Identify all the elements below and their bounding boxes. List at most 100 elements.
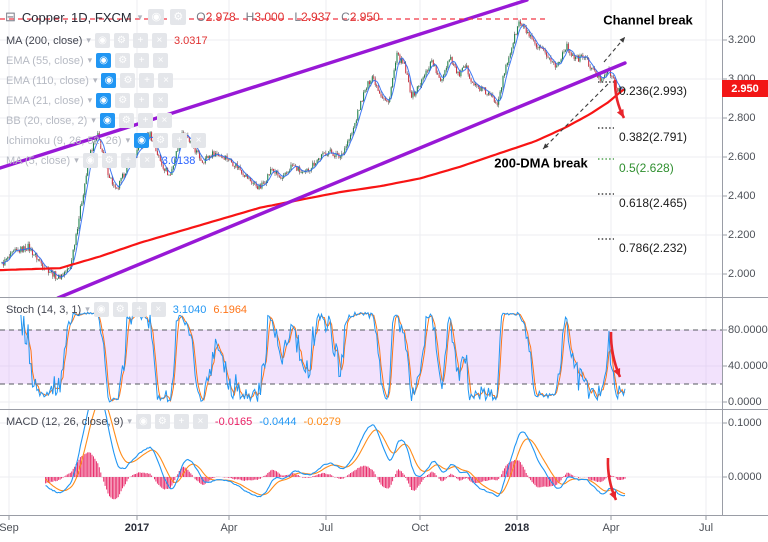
gear-icon[interactable]: ⚙ (120, 73, 136, 88)
chevron-down-icon[interactable]: ▾ (85, 304, 90, 314)
channel-upper-line[interactable] (0, 0, 529, 170)
price-axis-label: 2.800 (728, 112, 756, 124)
gear-icon[interactable]: ⚙ (153, 133, 169, 148)
eye-icon[interactable]: ◉ (96, 93, 112, 108)
close-icon[interactable]: × (156, 113, 172, 128)
channel-lower-line[interactable] (56, 61, 627, 298)
price-pane[interactable] (0, 0, 627, 298)
eye-icon[interactable]: ◉ (82, 153, 98, 168)
gear-icon[interactable]: ⚙ (115, 53, 131, 68)
macd-line[interactable] (45, 389, 626, 498)
legend-value: -0.0279 (303, 415, 341, 428)
dashed-arrow-1[interactable] (542, 83, 609, 150)
fib-level-label[interactable]: 0.5(2.628) (619, 161, 674, 175)
chevron-down-icon[interactable]: ▾ (137, 11, 143, 22)
close-icon[interactable]: × (158, 73, 174, 88)
chevron-down-icon[interactable]: ▾ (91, 115, 96, 125)
legend-label[interactable]: EMA (110, close) (6, 74, 89, 87)
legend-label[interactable]: MA (5, close) (6, 154, 71, 167)
eye-icon[interactable]: ◉ (101, 73, 117, 88)
legend-row: Stoch (14, 3, 1) ▾ ◉ ⚙ + × 3.1040 6.1964 (6, 302, 247, 317)
fib-level-label[interactable]: 0.786(2.232) (619, 241, 688, 255)
legend-value: -0.0444 (259, 415, 297, 428)
close-icon[interactable]: × (153, 53, 169, 68)
fib-level-label[interactable]: 0.236(2.993) (619, 84, 688, 98)
chevron-down-icon[interactable]: ▾ (92, 75, 98, 85)
gear-icon[interactable]: ⚙ (113, 33, 129, 48)
macd-axis-label: 0.0000 (728, 471, 762, 483)
time-axis-label: Apr (220, 522, 238, 534)
plus-icon[interactable]: + (172, 133, 188, 148)
close-icon[interactable]: × (151, 33, 167, 48)
legend-row: EMA (55, close) ▾ ◉ ⚙ + × (6, 53, 169, 68)
plus-icon[interactable]: + (173, 414, 189, 429)
gear-icon[interactable]: ⚙ (115, 93, 131, 108)
legend-label[interactable]: Stoch (14, 3, 1) (6, 303, 82, 316)
close-icon[interactable]: × (153, 93, 169, 108)
close-icon[interactable]: × (150, 302, 166, 317)
macd-pane[interactable] (45, 389, 626, 500)
ohlc-close: C2.950 (341, 10, 380, 24)
legend-label[interactable]: EMA (55, close) (6, 54, 84, 67)
chevron-down-icon[interactable]: ▾ (87, 55, 93, 65)
ma200-line[interactable] (0, 88, 625, 272)
time-axis-label: Oct (411, 522, 429, 534)
plus-icon[interactable]: + (132, 33, 148, 48)
plus-icon[interactable]: + (139, 73, 155, 88)
stoch-pane[interactable] (20, 310, 626, 403)
settings-icon[interactable]: ⚙ (170, 9, 187, 25)
plus-icon[interactable]: + (131, 302, 147, 317)
eye-icon[interactable]: ◉ (134, 133, 150, 148)
chevron-down-icon[interactable]: ▾ (74, 155, 79, 165)
price-axis-label: 2.400 (728, 190, 756, 202)
price-axis-label: 3.200 (728, 34, 756, 46)
fib-level-label[interactable]: 0.382(2.791) (619, 130, 688, 144)
legend-row: EMA (21, close) ▾ ◉ ⚙ + × (6, 93, 169, 108)
gear-icon[interactable]: ⚙ (101, 153, 117, 168)
eye-icon[interactable]: ◉ (93, 302, 109, 317)
legend-value: 6.1964 (213, 303, 248, 316)
ohlc-open: O2.978 (196, 10, 236, 24)
legend-label[interactable]: MACD (12, 26, close, 9) (6, 415, 124, 428)
eye-icon[interactable]: ◉ (99, 113, 115, 128)
snapshot-icon[interactable]: ◉ (148, 9, 165, 25)
plus-icon[interactable]: + (134, 93, 150, 108)
legend-row: MA (200, close) ▾ ◉ ⚙ + × 3.0317 (6, 33, 208, 48)
eye-icon[interactable]: ◉ (135, 414, 151, 429)
close-icon[interactable]: × (139, 153, 155, 168)
stoch-band (0, 330, 722, 384)
chevron-down-icon[interactable]: ▾ (87, 95, 93, 105)
annotation-dma-break[interactable]: 200-DMA break (494, 155, 588, 171)
price-axis-label: 2.000 (728, 268, 756, 280)
plus-icon[interactable]: + (137, 113, 153, 128)
legend-label[interactable]: BB (20, close, 2) (6, 114, 88, 127)
price-axis-label: 2.600 (728, 151, 756, 163)
macd-histogram[interactable] (45, 452, 626, 500)
stoch-k-line[interactable] (20, 310, 626, 403)
legend-value: -0.0165 (214, 415, 253, 428)
legend-label[interactable]: EMA (21, close) (6, 94, 84, 107)
legend-label[interactable]: Ichimoku (9, 26, 52, 26) (6, 134, 122, 147)
chevron-down-icon[interactable]: ▾ (127, 416, 132, 426)
eye-icon[interactable]: ◉ (96, 53, 112, 68)
time-axis-label: Jul (698, 522, 714, 534)
symbol-title[interactable]: Copper, 1D, FXCM (21, 9, 132, 25)
eye-icon[interactable]: ◉ (94, 33, 110, 48)
annotation-channel-break[interactable]: Channel break (603, 12, 693, 28)
legend-row: EMA (110, close) ▾ ◉ ⚙ + × (6, 73, 174, 88)
price-axis-label: 2.200 (728, 229, 756, 241)
legend-label[interactable]: MA (200, close) (6, 34, 83, 47)
close-icon[interactable]: × (191, 133, 207, 148)
chevron-down-icon[interactable]: ▾ (125, 135, 131, 145)
close-icon[interactable]: × (192, 414, 208, 429)
gear-icon[interactable]: ⚙ (112, 302, 128, 317)
collapse-icon[interactable]: ⊟ (5, 9, 16, 24)
chevron-down-icon[interactable]: ▾ (86, 35, 91, 45)
gear-icon[interactable]: ⚙ (118, 113, 134, 128)
plus-icon[interactable]: + (134, 53, 150, 68)
time-axis-label: 2018 (504, 522, 530, 534)
gear-icon[interactable]: ⚙ (154, 414, 170, 429)
plus-icon[interactable]: + (120, 153, 136, 168)
fib-level-label[interactable]: 0.618(2.465) (619, 196, 688, 210)
